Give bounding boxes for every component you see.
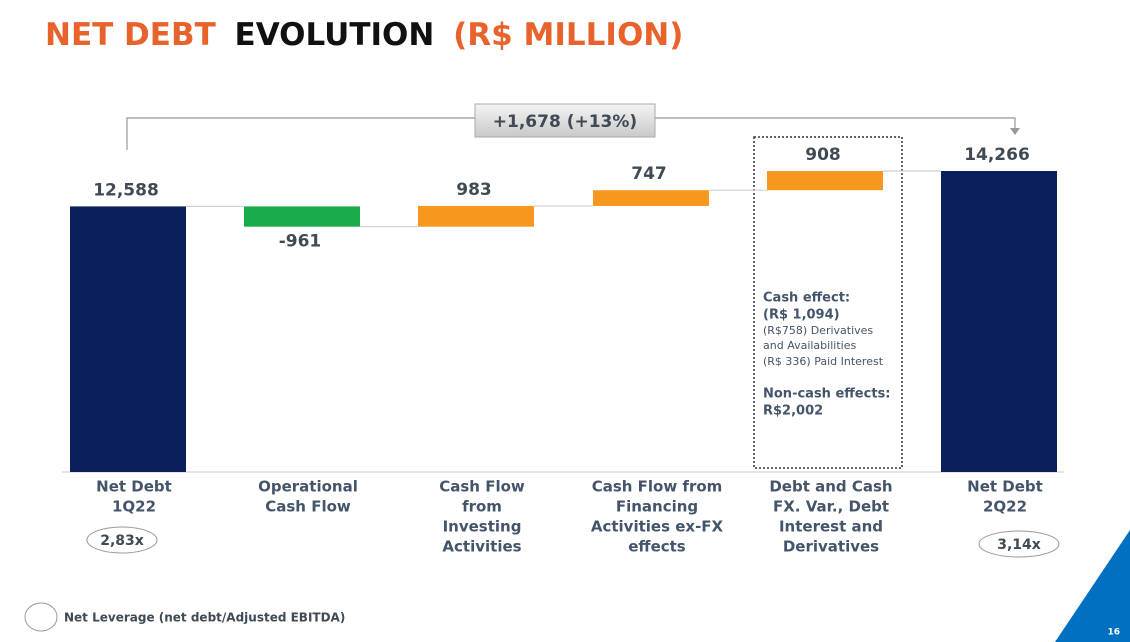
value-label: 983 [456, 180, 492, 200]
x-tick-label: Derivatives [783, 538, 879, 556]
change-label: +1,678 (+13%) [493, 112, 637, 132]
note-line: and Availabilities [763, 339, 856, 352]
x-tick-label: Cash Flow from [592, 478, 723, 496]
x-tick-label: effects [628, 538, 686, 556]
x-tick-label: Net Debt [96, 478, 172, 496]
note-line: Cash effect: [763, 291, 850, 306]
value-label: -961 [279, 232, 322, 252]
note-line: (R$ 336) Paid Interest [763, 355, 884, 368]
leverage-label: 2,83x [100, 533, 144, 549]
value-label: 14,266 [964, 145, 1030, 165]
title-part: (R$ MILLION) [453, 17, 683, 53]
x-tick-label: Financing [616, 498, 698, 516]
note-line: R$2,002 [763, 404, 823, 419]
note-line: (R$ 1,094) [763, 308, 840, 323]
x-tick-label: 1Q22 [112, 498, 156, 516]
x-tick-label: from [462, 498, 502, 516]
x-tick-label: Cash Flow [439, 478, 525, 496]
x-tick-label: Activities [442, 538, 521, 556]
corner-decoration [1055, 530, 1130, 642]
change-box [474, 103, 656, 138]
legend-label: Net Leverage (net debt/Adjusted EBITDA) [64, 611, 345, 625]
arrow-head [1010, 128, 1020, 135]
x-tick-label: Net Debt [967, 478, 1043, 496]
x-tick-label: Investing [443, 518, 522, 536]
note-line: (R$758) Derivatives [763, 324, 873, 337]
page-number: 16 [1107, 628, 1120, 638]
leverage-oval [978, 530, 1060, 558]
x-tick-label: Operational [258, 478, 358, 496]
chart-title: NET DEBT EVOLUTION (R$ MILLION) [45, 17, 683, 53]
bar [244, 206, 360, 227]
bar [418, 205, 534, 227]
bar [593, 190, 709, 206]
legend-oval [24, 602, 58, 632]
bar [70, 206, 186, 473]
bar [941, 171, 1057, 472]
x-tick-label: FX. Var., Debt [773, 498, 889, 516]
leverage-label: 3,14x [997, 537, 1041, 553]
note-line: Non-cash effects: [763, 387, 890, 402]
value-label: 12,588 [93, 180, 159, 200]
value-label: 747 [631, 164, 667, 184]
title-part: EVOLUTION [235, 17, 435, 53]
bar [767, 171, 883, 191]
value-label: 908 [805, 145, 841, 165]
note-frame [753, 136, 903, 469]
x-tick-label: 2Q22 [983, 498, 1027, 516]
x-tick-label: Interest and [779, 518, 883, 536]
note: Cash effect: (R$ 1,094)(R$758) Derivative… [763, 291, 890, 419]
leverage-oval [86, 526, 158, 554]
x-tick-label: Cash Flow [265, 498, 351, 516]
x-tick-label: Debt and Cash [769, 478, 892, 496]
x-tick-label: Activities ex-FX [591, 518, 724, 536]
title-part: NET DEBT [45, 17, 216, 53]
